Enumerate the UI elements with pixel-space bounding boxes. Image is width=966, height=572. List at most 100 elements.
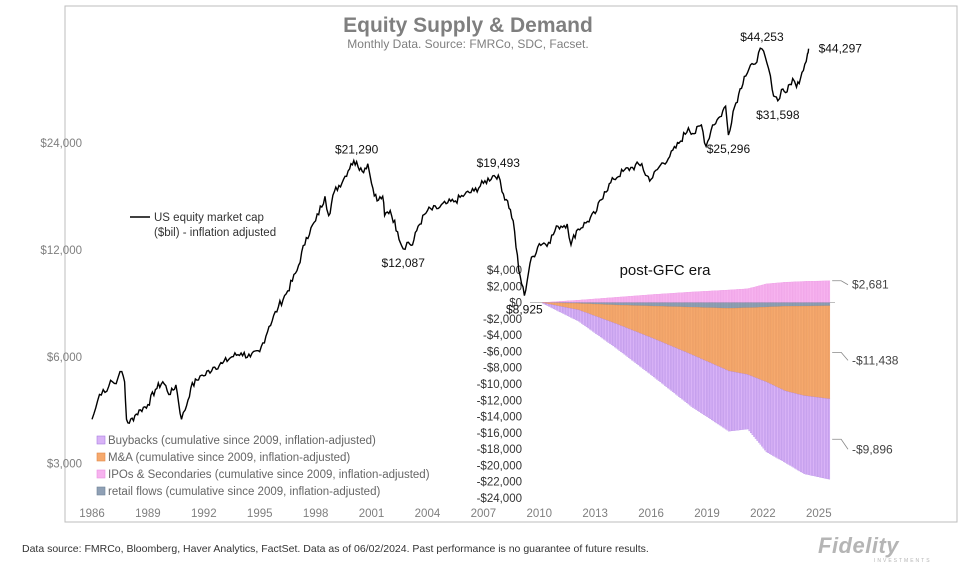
main-x-tick-12: 2022 xyxy=(750,508,776,520)
bar-buybacks xyxy=(637,332,640,366)
main-x-tick-2: 1992 xyxy=(191,508,217,520)
bar-ipos xyxy=(809,281,812,303)
bar-retail xyxy=(770,302,773,307)
main-x-tick-0: 1986 xyxy=(79,508,105,520)
bar-ma xyxy=(671,306,674,347)
bar-ipos xyxy=(721,290,724,303)
bar-ma xyxy=(624,305,627,328)
bar-buybacks xyxy=(815,397,818,477)
bar-buybacks xyxy=(642,334,644,369)
bar-ipos xyxy=(617,297,619,303)
bar-buybacks xyxy=(747,374,749,430)
bar-ipos xyxy=(748,288,751,303)
bar-buybacks xyxy=(606,320,608,342)
bar-ipos xyxy=(571,300,574,303)
bar-buybacks xyxy=(743,373,746,430)
bar-ipos xyxy=(582,299,585,303)
bar-retail xyxy=(609,302,611,305)
bar-ipos xyxy=(761,284,763,303)
bar-ma xyxy=(795,306,798,394)
bar-ma xyxy=(593,303,596,316)
bar-buybacks xyxy=(700,358,702,413)
bar-ma xyxy=(613,304,616,324)
bar-ma xyxy=(715,307,718,366)
bar-ma xyxy=(653,305,655,339)
bar-ma xyxy=(701,307,704,360)
bar-buybacks xyxy=(548,303,550,307)
bar-retail xyxy=(823,302,826,307)
bar-retail xyxy=(798,302,801,307)
bar-ipos xyxy=(698,291,701,303)
bar-buybacks xyxy=(720,367,723,427)
bar-buybacks xyxy=(610,321,613,345)
bar-ma xyxy=(706,307,708,362)
bar-buybacks xyxy=(714,364,716,423)
bar-ma xyxy=(753,307,755,378)
bar-buybacks xyxy=(698,357,701,412)
bar-buybacks xyxy=(750,375,752,434)
bar-ma xyxy=(754,307,757,378)
bar-ipos xyxy=(820,280,823,303)
bar-ipos xyxy=(712,290,715,303)
bar-ipos xyxy=(762,284,765,303)
bar-ipos xyxy=(740,289,743,303)
bar-ma xyxy=(634,305,636,332)
bar-buybacks xyxy=(598,317,600,336)
bar-ipos xyxy=(565,300,568,303)
bar-ipos xyxy=(577,300,580,303)
main-x-tick-3: 1995 xyxy=(247,508,273,520)
bar-ipos xyxy=(678,292,680,303)
bar-retail xyxy=(751,302,754,308)
bar-buybacks xyxy=(682,351,685,401)
bar-ipos xyxy=(585,299,588,303)
bar-ipos xyxy=(682,292,685,303)
bar-retail xyxy=(585,302,588,304)
bar-retail xyxy=(748,302,751,308)
bar-ipos xyxy=(639,295,641,303)
bar-buybacks xyxy=(784,390,787,463)
bar-ma xyxy=(770,306,773,385)
bar-buybacks xyxy=(751,376,754,435)
bar-ipos xyxy=(806,281,809,303)
bar-ipos xyxy=(598,298,600,303)
bar-ma xyxy=(682,306,685,352)
bar-ma xyxy=(670,306,672,347)
bar-ma xyxy=(651,305,654,339)
bar-retail xyxy=(800,302,802,307)
bar-buybacks xyxy=(657,340,660,381)
bar-ipos xyxy=(574,300,577,303)
bar-retail xyxy=(613,302,616,306)
bar-ipos xyxy=(778,282,780,303)
bar-ma xyxy=(823,305,826,399)
bar-buybacks xyxy=(740,373,743,430)
bar-retail xyxy=(649,302,652,307)
bar-ma xyxy=(567,303,569,308)
bar-buybacks xyxy=(659,341,662,382)
bar-ma xyxy=(696,307,699,358)
bar-retail xyxy=(764,302,766,308)
bar-ipos xyxy=(695,291,698,303)
bar-retail xyxy=(743,302,746,308)
bar-buybacks xyxy=(545,303,547,306)
bar-ipos xyxy=(823,280,826,303)
bar-ma xyxy=(660,306,663,343)
bar-ma xyxy=(623,305,626,327)
bar-retail xyxy=(717,302,719,309)
bar-buybacks xyxy=(721,368,724,428)
bar-retail xyxy=(808,302,810,307)
bar-ma xyxy=(556,302,558,306)
bar-ipos xyxy=(751,287,754,303)
main-x-tick-6: 2004 xyxy=(415,508,441,520)
bar-buybacks xyxy=(571,308,574,319)
bar-ma xyxy=(570,303,572,309)
bar-retail xyxy=(778,302,780,307)
bar-buybacks xyxy=(767,382,770,454)
bar-ma xyxy=(711,307,713,364)
bar-retail xyxy=(811,302,813,307)
bar-ma xyxy=(703,307,705,361)
bar-retail xyxy=(684,302,687,308)
bar-buybacks xyxy=(646,336,649,373)
bar-retail xyxy=(768,302,771,308)
bar-buybacks xyxy=(678,349,680,397)
bar-buybacks xyxy=(612,322,615,347)
